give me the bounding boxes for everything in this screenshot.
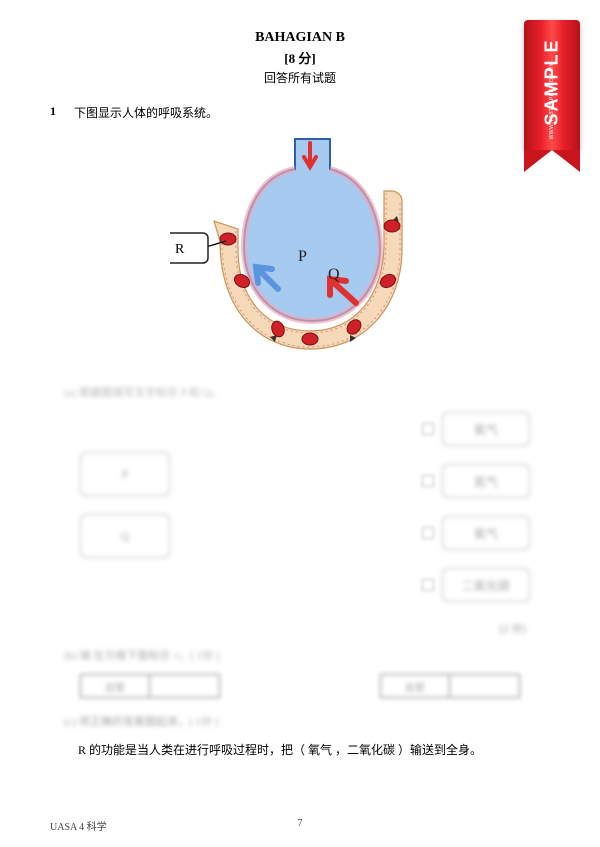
footer-left: UASA 4 科学 [50,818,107,833]
match-marker [422,527,434,539]
section-marks: [8 分] [50,48,550,67]
table-cell [150,674,220,698]
respiratory-diagram: P Q R [50,131,550,366]
match-marker [422,579,434,591]
sub-question-a: (a) 根据图填写文字标示 P 和 Q。 [64,384,550,400]
label-P: P [298,248,307,265]
answer-table-left: 血管 [80,674,220,698]
sub-question-b: (b) 填 在方格下面标示 √。[ 1分 ] [64,646,550,664]
sentence-prefix: R 的功能是当人类在进行呼吸过程时，把（ 氧气 [78,743,332,757]
label-R: R [175,242,185,257]
label-Q: Q [328,266,340,283]
section-instruction: 回答所有试题 [50,69,550,86]
table-cell: 血管 [80,674,150,698]
match-left-column: P Q [80,452,170,602]
question-number: 1 [50,104,64,121]
table-cell [450,674,520,698]
sub-score-a: [2 分] [50,620,550,636]
sub-c-text: (c) 将正确的答案圈起来。[ 1分 ] [64,716,218,728]
answer-table-right: 血管 [380,674,520,698]
matching-area: P Q 氧气 氮气 氧气 二氧化碳 [50,412,550,602]
rbc [220,233,236,245]
section-title: BAHAGIAN B [50,30,550,46]
exam-page: BAHAGIAN B [8 分] 回答所有试题 1 下图显示人体的呼吸系统。 [0,0,600,847]
match-right-column: 氧气 氮气 氧气 二氧化碳 [422,412,530,602]
match-right-box: 氮气 [442,464,530,498]
section-header: BAHAGIAN B [8 分] 回答所有试题 [50,30,550,86]
page-footer: UASA 4 科学 7 [50,818,550,833]
rbc [384,220,400,232]
match-right-box: 氧气 [442,412,530,446]
match-right-box: 氧气 [442,516,530,550]
match-left-box: P [80,452,170,496]
alveolus-svg: P Q R [170,131,430,361]
question-1: 1 下图显示人体的呼吸系统。 [50,104,550,121]
page-number: 7 [298,818,303,829]
fill-sentence: R 的功能是当人类在进行呼吸过程时，把（ 氧气 ，二氧化碳 ）输送到全身。 [78,740,550,762]
sub-b-text: (b) 填 在方格下面标示 √。[ 1分 ] [64,650,219,662]
match-marker [422,475,434,487]
match-left-box: Q [80,514,170,558]
answer-tables: 血管 血管 [50,674,550,698]
match-right-box: 二氧化碳 [442,568,530,602]
sentence-suffix: ，二氧化碳 ）输送到全身。 [335,743,482,757]
table-cell: 血管 [380,674,450,698]
match-marker [422,423,434,435]
sub-question-c: (c) 将正确的答案圈起来。[ 1分 ] [64,712,550,730]
question-stem: 下图显示人体的呼吸系统。 [74,104,218,121]
rbc [302,333,318,345]
